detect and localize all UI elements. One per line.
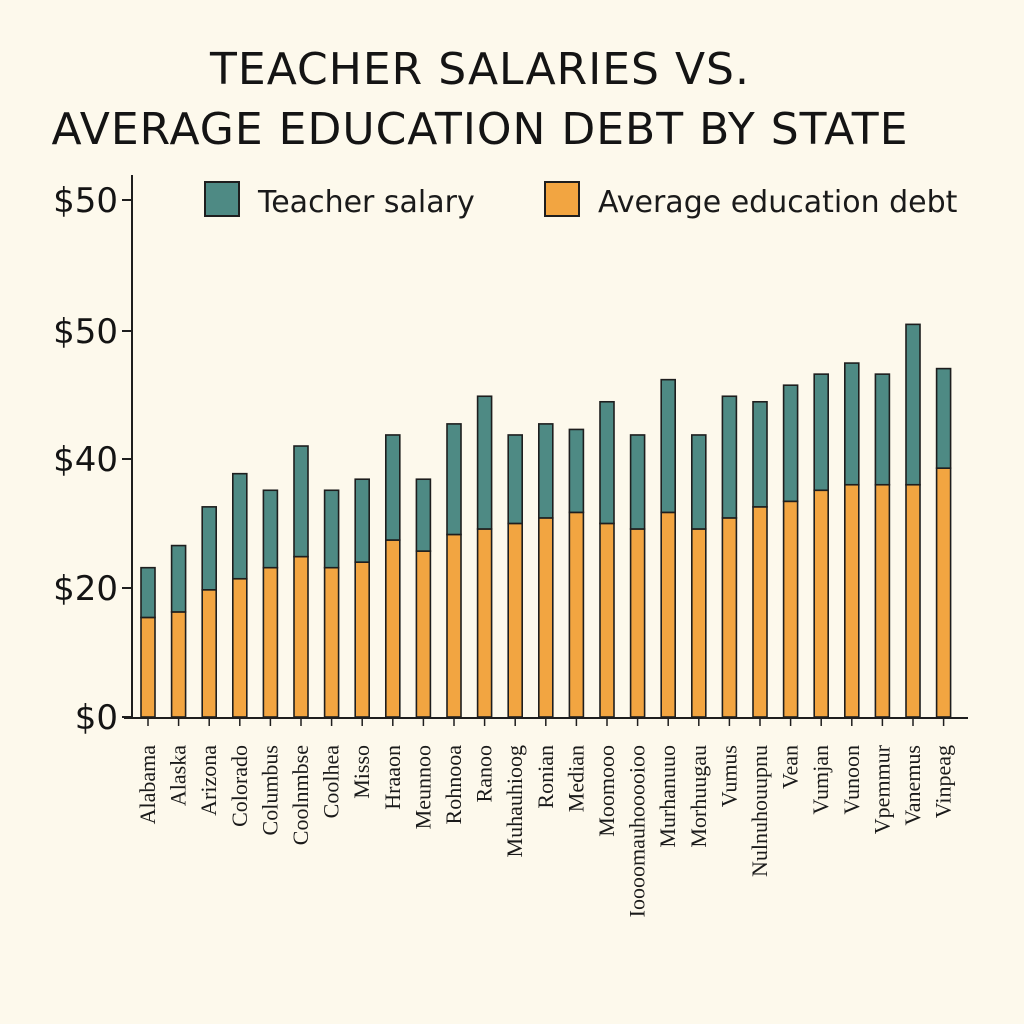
bar-debt-15: [599, 522, 615, 718]
bar-salary-18: [690, 434, 707, 530]
bar-salary-13: [537, 423, 554, 519]
bar-debt-10: [446, 533, 462, 718]
bar-salary-0: [140, 566, 156, 619]
x-tick-label-13: Ronian: [533, 745, 558, 809]
y-tick-label-1: $20: [53, 569, 118, 609]
x-tick-label-6: Coolhea: [319, 745, 344, 819]
x-tick-label-12: Muhauhioog: [502, 745, 527, 857]
bar-salary-9: [415, 478, 432, 552]
x-tick-label-19: Vumus: [716, 745, 741, 807]
x-tick-label-0: Alabama: [135, 745, 160, 825]
y-tick-label-0: $0: [75, 698, 118, 738]
x-tick-label-8: Hraaon: [380, 745, 405, 810]
chart-title: TEACHER SALARIES VS. AVERAGE EDUCATION D…: [0, 40, 960, 160]
bar-salary-19: [721, 395, 738, 519]
bar-debt-11: [476, 528, 493, 718]
x-tick-label-9: Meunnoo: [410, 745, 435, 829]
bar-debt-14: [568, 511, 585, 718]
bar-salary-7: [354, 478, 371, 563]
bar-debt-20: [752, 506, 768, 718]
y-ticks-group: $0 $20 $40 $50 $50: [53, 181, 132, 738]
bar-debt-9: [415, 550, 432, 718]
bar-salary-1: [170, 544, 187, 613]
bar-salary-17: [660, 378, 677, 514]
x-tick-label-20: Nulnuhouupnu: [747, 745, 772, 877]
bar-debt-18: [690, 528, 707, 718]
x-tick-label-2: Arizona: [196, 745, 221, 816]
x-tick-label-7: Misso: [349, 745, 374, 799]
bar-debt-5: [293, 555, 309, 718]
bar-debt-8: [384, 539, 401, 718]
x-tick-label-15: Moomooo: [594, 745, 619, 837]
bar-salary-26: [935, 367, 952, 469]
bar-salary-12: [507, 434, 524, 525]
x-tick-label-14: Median: [563, 745, 588, 812]
legend: Teacher salary Average education debt: [204, 181, 958, 220]
x-tick-label-23: Vunoon: [839, 745, 864, 815]
y-tick-label-4: $50: [53, 181, 118, 221]
bar-debt-25: [905, 483, 921, 718]
bar-debt-16: [629, 528, 646, 718]
bar-debt-3: [232, 577, 248, 718]
bar-salary-22: [813, 373, 830, 492]
x-labels-group: Alabama Alaska Arizona Colorado Columbus Cool…: [135, 719, 956, 917]
x-tick-label-1: Alaska: [166, 745, 191, 806]
x-tick-label-10: Rohnooa: [441, 745, 466, 825]
bar-salary-24: [874, 373, 891, 486]
chart-title-line-2: AVERAGE EDUCATION DEBT BY STATE: [51, 104, 909, 155]
bar-salary-4: [262, 489, 279, 569]
bar-salary-3: [232, 472, 248, 580]
bar-salary-8: [384, 434, 401, 541]
legend-swatch-1: [544, 181, 580, 217]
bar-salary-6: [323, 489, 340, 569]
x-tick-label-26: Vinpeag: [931, 745, 956, 818]
bar-debt-24: [874, 483, 891, 718]
legend-swatch-0: [204, 181, 240, 217]
legend-label-0: Teacher salary: [257, 185, 475, 220]
x-tick-label-16: Ioooomauhooooioo: [625, 745, 650, 917]
bar-debt-23: [843, 483, 860, 718]
bar-debt-6: [323, 566, 340, 718]
x-tick-label-3: Colorado: [227, 745, 252, 827]
bar-debt-2: [201, 589, 217, 718]
bar-debt-19: [721, 517, 738, 718]
y-tick-label-3: $50: [53, 312, 118, 352]
bar-salary-21: [782, 384, 799, 503]
bar-debt-1: [170, 611, 187, 718]
bar-salary-2: [201, 506, 217, 591]
bar-debt-0: [140, 616, 156, 718]
bar-salary-10: [446, 423, 462, 536]
bar-salary-25: [905, 323, 921, 486]
x-tick-label-18: Morhuugau: [686, 745, 711, 848]
bar-salary-5: [293, 445, 309, 558]
bar-debt-13: [537, 517, 554, 718]
bar-debt-22: [813, 489, 830, 718]
bar-salary-16: [629, 434, 646, 530]
x-tick-label-25: Vanemus: [900, 745, 925, 826]
x-tick-label-21: Vean: [778, 745, 803, 789]
legend-label-1: Average education debt: [598, 185, 958, 220]
bar-debt-4: [262, 566, 279, 718]
bar-salary-15: [599, 400, 615, 525]
y-tick-label-2: $40: [53, 440, 118, 480]
x-tick-label-17: Murhanuuo: [655, 745, 680, 848]
bar-salary-11: [476, 395, 493, 530]
bar-debt-7: [354, 561, 371, 718]
axes-group: [124, 175, 968, 719]
x-tick-label-11: Ranoo: [472, 745, 497, 802]
bar-salary-20: [752, 400, 768, 508]
bars-group: [140, 323, 952, 718]
x-tick-label-4: Columbus: [257, 745, 282, 835]
bar-debt-12: [507, 522, 524, 718]
bar-salary-14: [568, 428, 585, 514]
chart-title-line-1: TEACHER SALARIES VS.: [210, 44, 750, 95]
bar-salary-23: [843, 362, 860, 486]
x-tick-label-24: Vpemmur: [869, 744, 894, 834]
x-tick-label-5: Coolnmbse: [288, 745, 313, 845]
x-tick-label-22: Vumjan: [808, 745, 833, 815]
bar-debt-21: [782, 500, 799, 718]
bar-debt-26: [935, 467, 952, 718]
bar-debt-17: [660, 511, 677, 718]
